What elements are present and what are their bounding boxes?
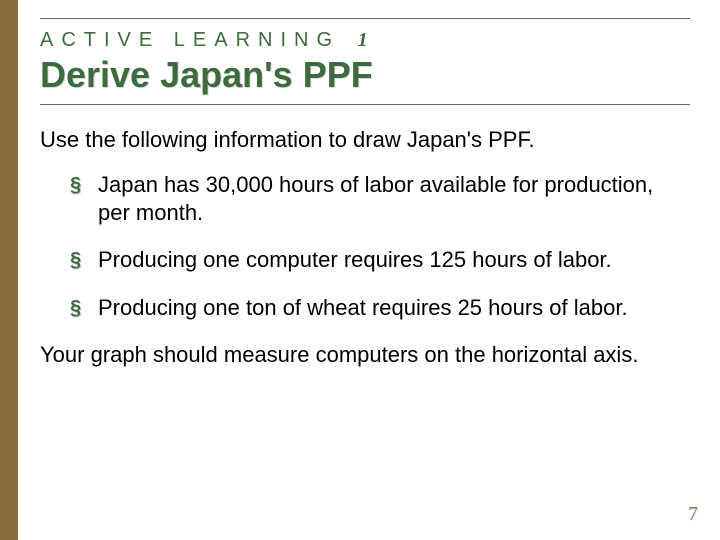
eyebrow-number: 1 <box>358 29 370 51</box>
list-item-text: Producing one computer requires 125 hour… <box>98 247 612 272</box>
bullet-icon: § <box>70 296 81 321</box>
bullet-list: § Japan has 30,000 hours of labor availa… <box>70 171 680 321</box>
page-number: 7 <box>688 503 698 526</box>
bullet-icon: § <box>70 248 81 273</box>
eyebrow: ACTIVE LEARNING 1 <box>40 29 690 52</box>
list-item-text: Producing one ton of wheat requires 25 h… <box>98 295 628 320</box>
bullet-icon: § <box>70 173 81 198</box>
slide-title: Derive Japan's PPF <box>40 54 690 96</box>
list-item: § Japan has 30,000 hours of labor availa… <box>70 171 680 226</box>
eyebrow-label: ACTIVE LEARNING <box>40 29 340 51</box>
list-item-text: Japan has 30,000 hours of labor availabl… <box>98 172 653 225</box>
list-item: § Producing one ton of wheat requires 25… <box>70 294 680 322</box>
bottom-rule <box>40 104 690 105</box>
outro-text: Your graph should measure computers on t… <box>40 341 690 369</box>
top-rule <box>40 18 690 19</box>
list-item: § Producing one computer requires 125 ho… <box>70 246 680 274</box>
slide-content: ACTIVE LEARNING 1 Derive Japan's PPF Use… <box>18 0 720 369</box>
intro-text: Use the following information to draw Ja… <box>40 127 690 153</box>
